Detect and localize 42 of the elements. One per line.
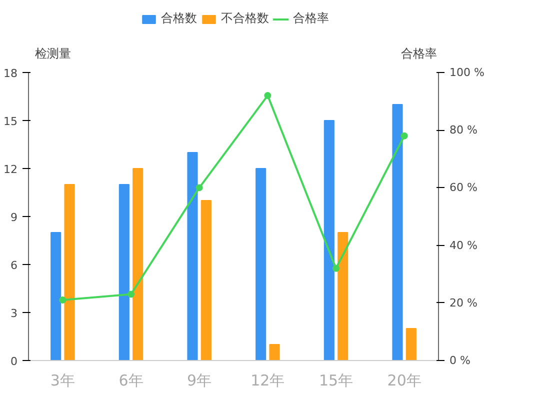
bar — [50, 232, 62, 360]
point — [59, 296, 66, 304]
x-tick-label: 20年 — [387, 372, 422, 390]
legend-label: 合格数 — [161, 10, 197, 27]
bar — [392, 104, 403, 360]
y-tick-label: 18 — [4, 67, 18, 80]
point — [196, 184, 203, 192]
point — [400, 132, 408, 140]
x-tick-label: 15年 — [318, 372, 354, 390]
bar — [187, 152, 198, 360]
point — [332, 264, 340, 272]
y-tick-label: 15 — [4, 115, 18, 128]
y-tick-label: 6 — [10, 259, 18, 272]
y-tick-label: 3 — [10, 307, 18, 320]
bar — [406, 328, 416, 360]
x-tick-label: 6年 — [118, 372, 144, 390]
y2-tick-label: 40 % — [450, 238, 478, 252]
bar — [64, 184, 75, 360]
bar — [132, 168, 144, 360]
y2-tick-label: 100 % — [450, 66, 484, 79]
bar — [256, 168, 266, 360]
point — [264, 92, 272, 100]
x-tick-label: 9年 — [187, 372, 212, 390]
point — [128, 290, 134, 298]
y-tick-label: 12 — [4, 163, 18, 176]
bar — [269, 344, 280, 360]
x-tick-label: 12年 — [250, 372, 285, 390]
y2-tick-label: 60 % — [450, 181, 478, 194]
y2-tick-label: 80 % — [450, 124, 478, 137]
bar — [118, 184, 130, 360]
bar — [338, 232, 348, 360]
y2-axis-title: 合格率 — [401, 46, 438, 60]
bar — [200, 200, 212, 360]
y2-tick-label: 0 % — [450, 354, 470, 367]
x-tick-label: 3年 — [50, 372, 75, 390]
y-tick-label: 9 — [10, 211, 18, 224]
y-tick-label: 0 — [10, 355, 18, 368]
legend-label: 不合格数 — [221, 10, 269, 27]
legend-label: 合格率 — [293, 10, 329, 27]
bar — [324, 120, 334, 360]
y-axis-title: 检测量 — [35, 46, 72, 60]
y2-tick-label: 20 % — [450, 296, 478, 310]
